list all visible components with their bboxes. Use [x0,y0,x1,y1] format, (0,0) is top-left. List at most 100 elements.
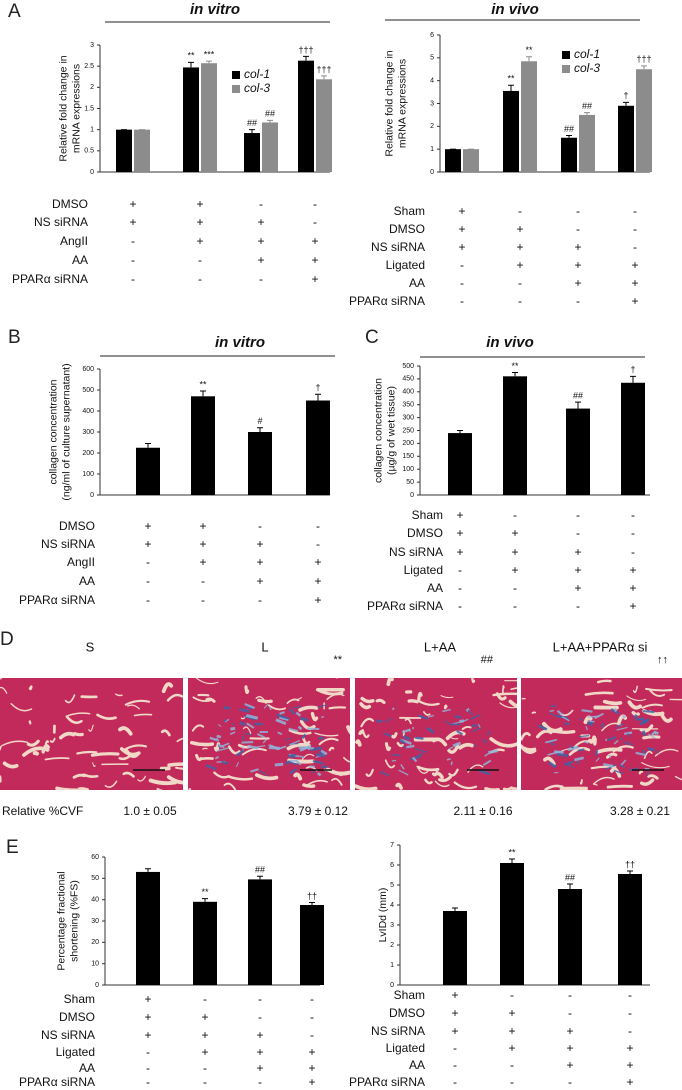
panel-letter: B [8,327,21,348]
y-tick-label: 7 [390,842,394,849]
legend-label: col-3 [244,81,270,95]
significance-label: ** [507,74,515,84]
collagen-fiber [470,713,481,721]
tissue-gap [361,729,370,739]
tissue-gap [583,715,593,725]
y-tick-label: 10 [91,961,99,968]
collagen-fiber [488,749,499,755]
tissue-gap [197,757,214,761]
collagen-fiber [426,726,435,734]
tissue-gap [440,695,454,699]
bar [136,871,160,985]
condition-mark: - [201,593,205,607]
panel-letter: D [0,629,14,650]
collagen-fiber [244,732,252,736]
collagen-fiber [284,737,291,741]
condition-mark: - [510,988,514,1002]
tissue-gap [104,780,118,788]
tissue-gap [88,724,94,732]
collagen-fiber [384,717,393,723]
error-bar [249,129,255,134]
condition-mark: - [568,1075,572,1089]
collagen-fiber [383,732,392,738]
tissue-gap [641,762,670,769]
condition-mark: - [458,563,462,577]
condition-mark: - [518,204,522,218]
tissue-gap [605,752,618,759]
tissue-gap [424,778,433,785]
bar [500,863,524,985]
tissue-gap [492,692,517,697]
condition-mark: + [257,234,264,248]
collagen-fiber [646,771,649,777]
significance-label: ## [265,109,275,119]
collagen-fiber [295,711,302,717]
collagen-fiber [574,756,585,762]
tissue-gap [119,747,141,757]
bar [248,879,272,985]
condition-mark: + [451,1006,458,1020]
condition-mark: + [201,1010,208,1024]
error-bar [641,65,647,70]
condition-mark: - [458,581,462,595]
condition-mark: + [256,1061,263,1075]
tissue-gap [176,737,183,743]
collagen-fiber [473,744,476,747]
condition-mark: + [196,197,203,211]
tissue-gap [359,702,372,710]
tissue-gap [590,765,617,770]
collagen-fiber [217,744,221,749]
collagen-fiber [641,730,647,737]
error-bar [188,61,194,68]
condition-mark: + [257,215,264,229]
collagen-fiber [655,750,660,754]
y-tick-label: 50 [91,875,99,882]
condition-mark: + [129,215,136,229]
tissue-gap [76,750,98,755]
tissue-gap [626,695,647,702]
cvf-value: 2.11 ± 0.16 [453,804,512,818]
condition-mark: + [256,537,263,551]
collagen-fiber [619,737,624,741]
condition-label: NS siRNA [41,537,95,551]
y-tick-label: 2 [430,123,434,130]
tissue-gap [167,762,183,767]
condition-mark: + [456,545,463,559]
condition-mark: + [311,272,318,286]
condition-mark: - [259,272,263,286]
y-axis-label: mRNA expressions [396,59,408,148]
tissue-gap [213,771,230,779]
collagen-fiber [300,717,309,722]
collagen-fiber [627,733,630,738]
tissue-gap [395,782,403,790]
collagen-fiber [312,759,324,765]
tissue-gap [579,779,583,785]
collagen-fiber [289,767,297,775]
tissue-gap [502,685,505,694]
collagen-fiber [230,726,236,731]
condition-mark: + [511,563,518,577]
tissue-gap [49,737,56,743]
tissue-gap [166,775,183,785]
collagen-fiber [256,744,266,748]
condition-mark: + [456,508,463,522]
condition-mark: - [146,555,150,569]
collagen-fiber [616,726,628,731]
condition-label: DMSO [59,1010,95,1024]
condition-mark: - [258,519,262,533]
condition-mark: - [576,599,580,613]
tissue-gap [328,706,347,710]
tissue-gap [65,715,83,725]
condition-mark: - [453,1041,457,1055]
condition-mark: + [308,1061,315,1075]
condition-mark: + [451,1024,458,1038]
condition-mark: - [198,253,202,267]
error-bar [526,56,532,62]
collagen-fiber [627,740,630,743]
tissue-gap [326,693,345,700]
image-label: L+AA+PPARα si [553,639,648,654]
collagen-fiber [642,749,646,755]
bar [134,129,150,172]
condition-mark: - [460,258,464,272]
condition-mark: + [314,574,321,588]
